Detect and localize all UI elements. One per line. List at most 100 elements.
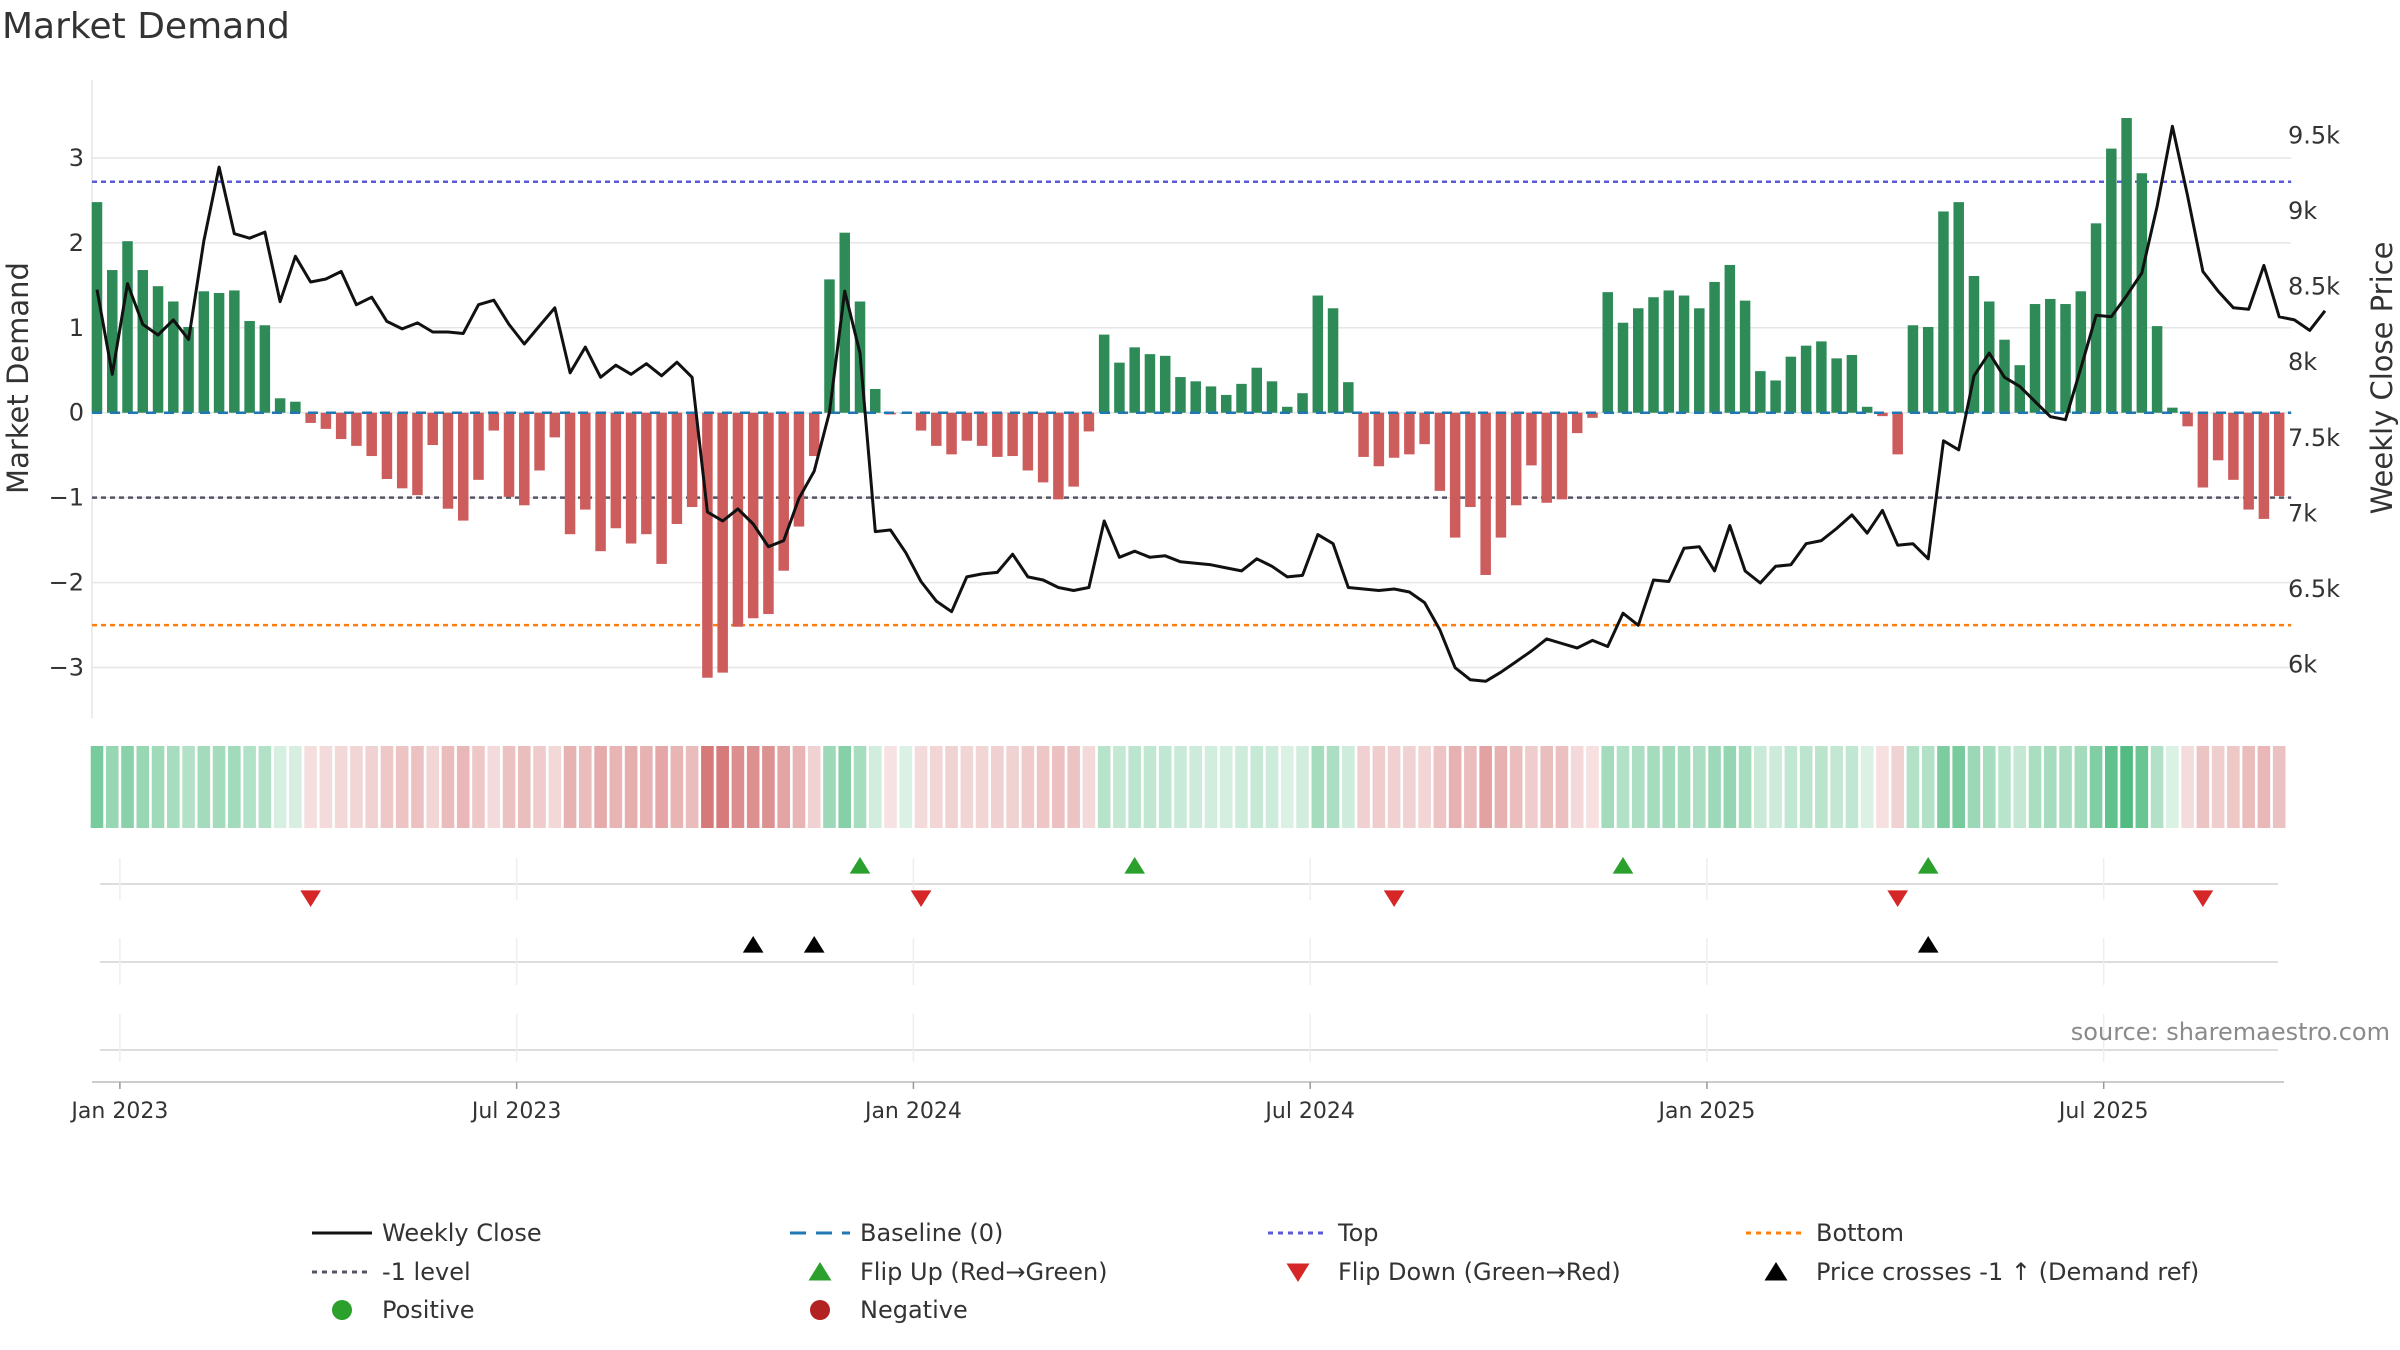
demand-bar bbox=[2243, 412, 2254, 510]
heat-cell bbox=[2028, 746, 2042, 828]
legend-item: Flip Up (Red→Green) bbox=[808, 1258, 1108, 1286]
heat-cell bbox=[1525, 746, 1538, 828]
heat-cell bbox=[212, 746, 226, 828]
right-axis-ticks: 9.5k 9k 8.5k 8k 7.5k 7k 6.5k 6k bbox=[2288, 121, 2340, 678]
heat-cell bbox=[1876, 746, 1889, 828]
demand-bar bbox=[1587, 412, 1598, 418]
heat-cell bbox=[579, 746, 592, 828]
demand-bar bbox=[2029, 304, 2041, 413]
demand-bar bbox=[1343, 382, 1354, 413]
demand-bar bbox=[824, 279, 835, 413]
heat-cell bbox=[411, 746, 424, 828]
legend-item: Weekly Close bbox=[312, 1219, 542, 1247]
heat-cell bbox=[746, 746, 760, 828]
heat-cell bbox=[1494, 746, 1508, 828]
demand-bar bbox=[1556, 412, 1568, 500]
heat-cell bbox=[517, 746, 531, 828]
price-cross-marker bbox=[1917, 936, 1939, 953]
legend-item: Bottom bbox=[1746, 1219, 1904, 1247]
legend-item: Top bbox=[1268, 1219, 1379, 1247]
demand-bar bbox=[793, 412, 805, 527]
heat-cell bbox=[1082, 746, 1096, 828]
heat-cell bbox=[2089, 746, 2103, 828]
heat-cell bbox=[1830, 746, 1843, 828]
demand-bar bbox=[747, 412, 759, 619]
demand-bar bbox=[2228, 412, 2239, 480]
heat-cell bbox=[1113, 746, 1126, 828]
legend-item: -1 level bbox=[312, 1258, 471, 1286]
reference-lines bbox=[92, 180, 2292, 627]
legend-label: Positive bbox=[382, 1296, 475, 1324]
demand-bar bbox=[732, 412, 744, 627]
heat-cell bbox=[960, 746, 974, 828]
demand-bar bbox=[1800, 345, 1812, 413]
demand-bar bbox=[427, 412, 438, 446]
legend-label: Flip Up (Red→Green) bbox=[860, 1258, 1108, 1286]
right-tick-label: 6k bbox=[2288, 651, 2317, 679]
demand-bar bbox=[1495, 412, 1507, 538]
heat-cell bbox=[762, 746, 775, 828]
legend-item: Flip Down (Green→Red) bbox=[1286, 1258, 1621, 1286]
right-tick-label: 7k bbox=[2288, 499, 2317, 527]
demand-bar bbox=[1037, 412, 1049, 483]
heat-cell bbox=[823, 746, 836, 828]
demand-bar bbox=[595, 412, 606, 552]
left-tick-label: 1 bbox=[69, 314, 84, 342]
right-tick-label: 6.5k bbox=[2288, 575, 2340, 603]
demand-bar bbox=[168, 301, 179, 413]
heat-cell bbox=[228, 746, 241, 828]
heat-cell bbox=[1677, 746, 1691, 828]
heat-cell bbox=[1906, 746, 1920, 828]
heat-cell bbox=[1921, 746, 1935, 828]
heat-cell bbox=[1174, 746, 1187, 828]
heat-cell bbox=[1784, 746, 1798, 828]
heat-cell bbox=[670, 746, 684, 828]
heat-cell bbox=[1631, 746, 1645, 828]
demand-bar bbox=[2014, 365, 2026, 413]
heat-cell bbox=[136, 746, 150, 828]
demand-bar bbox=[1510, 412, 1522, 506]
legend-item: Baseline (0) bbox=[790, 1219, 1003, 1247]
demand-bar bbox=[183, 326, 194, 413]
heat-cell bbox=[685, 746, 699, 828]
demand-bar bbox=[2197, 412, 2209, 488]
heat-cell bbox=[487, 746, 501, 828]
legend-label: Negative bbox=[860, 1296, 968, 1324]
flip-down-marker bbox=[910, 890, 932, 907]
demand-bar bbox=[1938, 211, 1949, 413]
legend-swatch bbox=[808, 1262, 832, 1281]
demand-bar bbox=[915, 412, 927, 431]
heat-cell bbox=[1693, 746, 1706, 828]
heat-cell bbox=[533, 746, 546, 828]
heat-cell bbox=[701, 746, 714, 828]
left-tick-label: 2 bbox=[69, 229, 84, 257]
heat-cell bbox=[2211, 746, 2225, 828]
left-tick-label: −1 bbox=[49, 484, 84, 512]
heat-cell bbox=[1418, 746, 1431, 828]
demand-bar bbox=[1266, 381, 1278, 413]
heat-cell bbox=[1128, 746, 1141, 828]
chart-title: Market Demand bbox=[2, 6, 290, 47]
heat-cell bbox=[1509, 746, 1523, 828]
legend: Weekly Close Baseline (0) Top Bottom -1 leve… bbox=[312, 1219, 2199, 1324]
date-tick-label: Jan 2024 bbox=[863, 1099, 962, 1124]
demand-bar bbox=[1678, 295, 1690, 413]
demand-bar bbox=[2273, 412, 2285, 496]
right-tick-label: 9.5k bbox=[2288, 121, 2340, 149]
demand-bar bbox=[1663, 290, 1675, 413]
heat-cell bbox=[1708, 746, 1721, 828]
legend-swatch bbox=[1286, 1263, 1310, 1282]
demand-bar bbox=[1694, 308, 1705, 413]
left-tick-label: 0 bbox=[69, 399, 84, 427]
demand-bar bbox=[2258, 412, 2270, 519]
demand-bar bbox=[1022, 412, 1034, 471]
heat-cell bbox=[1845, 746, 1859, 828]
heat-cell bbox=[502, 746, 516, 828]
demand-bar bbox=[625, 412, 637, 544]
heat-cell bbox=[1754, 746, 1767, 828]
heat-cell bbox=[2272, 746, 2286, 828]
heat-cell bbox=[1799, 746, 1813, 828]
demand-bar bbox=[244, 321, 255, 413]
heat-cell bbox=[1204, 746, 1218, 828]
